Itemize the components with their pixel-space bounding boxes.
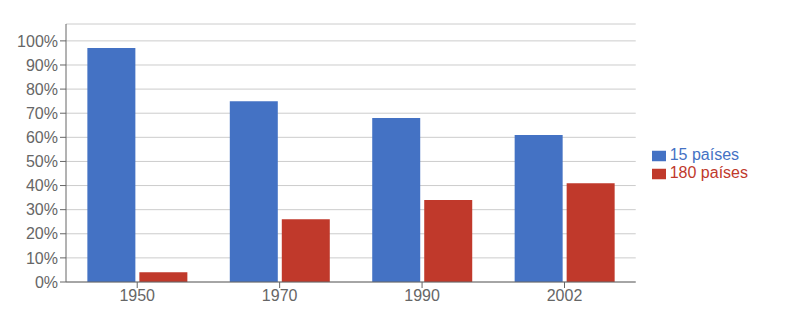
svg-text:1990: 1990 bbox=[404, 287, 440, 304]
svg-text:1950: 1950 bbox=[119, 287, 155, 304]
svg-text:50%: 50% bbox=[26, 153, 58, 170]
svg-text:40%: 40% bbox=[26, 177, 58, 194]
svg-text:0%: 0% bbox=[35, 274, 58, 291]
svg-text:2002: 2002 bbox=[547, 287, 583, 304]
svg-text:70%: 70% bbox=[26, 105, 58, 122]
svg-text:1970: 1970 bbox=[262, 287, 298, 304]
svg-text:30%: 30% bbox=[26, 201, 58, 218]
svg-text:80%: 80% bbox=[26, 81, 58, 98]
svg-text:100%: 100% bbox=[17, 33, 58, 50]
html-text:180 países: 180 países bbox=[669, 164, 748, 181]
svg-text:60%: 60% bbox=[26, 129, 58, 146]
svg-text:10%: 10% bbox=[26, 250, 58, 267]
html-text:15 países: 15 países bbox=[669, 146, 740, 163]
svg-text:20%: 20% bbox=[26, 225, 58, 242]
svg-text:90%: 90% bbox=[26, 57, 58, 74]
